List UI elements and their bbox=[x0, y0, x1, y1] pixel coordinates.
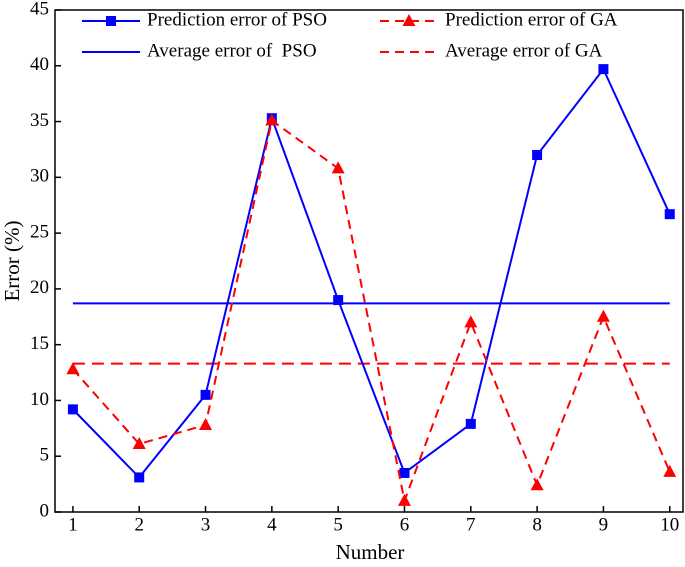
x-tick-label: 8 bbox=[532, 514, 542, 535]
data-point bbox=[532, 150, 543, 161]
x-tick-label: 3 bbox=[201, 514, 211, 535]
data-point bbox=[530, 478, 544, 491]
y-tick-label: 35 bbox=[30, 110, 49, 131]
data-point bbox=[66, 362, 80, 375]
series-line bbox=[72, 118, 671, 505]
data-point bbox=[596, 309, 610, 322]
data-point bbox=[134, 472, 145, 483]
series-line bbox=[72, 67, 671, 479]
data-point bbox=[333, 295, 344, 306]
y-tick-label: 0 bbox=[40, 500, 50, 521]
x-tick-label: 9 bbox=[599, 514, 609, 535]
y-axis-label: Error (%) bbox=[0, 220, 24, 301]
plot-frame bbox=[54, 9, 684, 513]
data-point bbox=[200, 389, 211, 400]
data-point bbox=[265, 113, 279, 126]
legend-marker bbox=[106, 16, 116, 26]
x-tick-label: 5 bbox=[333, 514, 343, 535]
data-point bbox=[331, 161, 345, 174]
data-point bbox=[132, 436, 146, 449]
legend-label: Prediction error of PSO bbox=[147, 9, 327, 30]
data-point bbox=[397, 493, 411, 506]
x-tick-label: 10 bbox=[660, 514, 679, 535]
y-tick-label: 10 bbox=[30, 389, 49, 410]
y-tick-label: 25 bbox=[30, 221, 49, 242]
y-tick-label: 45 bbox=[30, 0, 49, 19]
x-axis-label: Number bbox=[336, 540, 405, 564]
data-point bbox=[399, 467, 410, 478]
x-tick-label: 2 bbox=[134, 514, 144, 535]
data-point bbox=[663, 464, 677, 477]
y-tick-label: 15 bbox=[30, 333, 49, 354]
data-point bbox=[598, 64, 609, 75]
legend-marker bbox=[402, 14, 416, 26]
legend-label: Average error of PSO bbox=[147, 40, 317, 61]
y-tick-label: 5 bbox=[40, 445, 50, 466]
legend-label: Prediction error of GA bbox=[445, 9, 618, 30]
x-tick-label: 6 bbox=[400, 514, 410, 535]
data-point bbox=[465, 418, 476, 429]
y-tick-label: 40 bbox=[30, 54, 49, 75]
x-tick-label: 4 bbox=[267, 514, 277, 535]
data-point bbox=[67, 404, 78, 415]
y-tick-label: 30 bbox=[30, 166, 49, 187]
x-tick-label: 1 bbox=[68, 514, 78, 535]
data-point bbox=[664, 209, 675, 220]
x-tick-label: 7 bbox=[466, 514, 476, 535]
data-point bbox=[199, 417, 213, 430]
data-point bbox=[464, 315, 478, 328]
legend-label: Average error of GA bbox=[445, 40, 603, 61]
y-tick-label: 20 bbox=[30, 277, 49, 298]
